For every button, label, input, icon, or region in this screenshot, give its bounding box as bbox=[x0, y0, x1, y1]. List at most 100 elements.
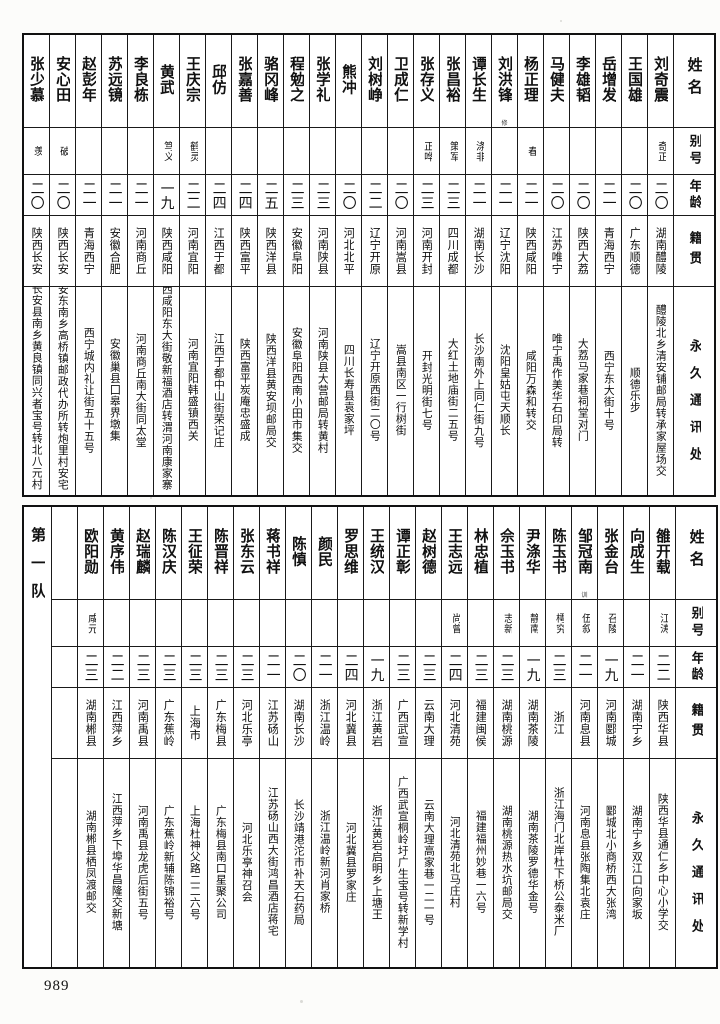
address-text: 长沙靖港沱市补天石药局 bbox=[292, 798, 305, 926]
cell-address: 江西萍乡下埠华昌隆交新塘 bbox=[103, 758, 130, 969]
native-text: 辽宁开原 bbox=[368, 227, 381, 275]
native-text: 广东顺德 bbox=[628, 227, 641, 275]
cell-native: 浙江 bbox=[545, 687, 572, 759]
name-text: 王征荣 bbox=[186, 527, 203, 575]
age-text: 二五 bbox=[263, 180, 278, 210]
cell-name: 颜民 bbox=[311, 505, 338, 600]
cell-alias bbox=[231, 127, 258, 175]
age-text: 二一 bbox=[81, 180, 96, 210]
address-text: 陕西长安东南乡高桥镇邮政代办所转炮里村安宅 bbox=[56, 287, 69, 490]
cell-alias: 尚曾 bbox=[441, 599, 468, 647]
age-text: 二三 bbox=[135, 652, 150, 682]
cell-age: 二〇 bbox=[22, 174, 50, 216]
cell-alias bbox=[103, 599, 130, 647]
cell-address: 陕西华县通仁乡中心小学交 bbox=[649, 758, 676, 969]
cell-native: 河北清苑 bbox=[441, 687, 468, 759]
cell-alias bbox=[621, 127, 648, 175]
native-text: 河南禹县 bbox=[136, 699, 149, 747]
cell-age: 二四 bbox=[205, 174, 232, 216]
blank-column bbox=[51, 758, 78, 969]
table-row-address: 永久通讯处 醴陵北乡清安铺邮局转承家屋场交 顺德乐步 西宁东大街十号 大荔马家巷祠堂对门… bbox=[22, 286, 716, 497]
column-header-label: 姓名 bbox=[688, 529, 704, 573]
name-annotation: 训 bbox=[581, 592, 588, 599]
cell-native: 陕西洋县 bbox=[257, 215, 284, 287]
cell-alias bbox=[127, 127, 154, 175]
unit-label-cell: 炮兵第一队 bbox=[22, 505, 52, 969]
address-text: 湖南宁乡双江口向家坂 bbox=[630, 804, 643, 920]
native-text: 江苏砀山 bbox=[266, 699, 279, 747]
table-row-alias: 别号 奇正 春 涤非 策军 正哗 鹤灵 笃义 破 羡 bbox=[22, 127, 716, 175]
name-text: 谭正彰 bbox=[394, 527, 411, 575]
blank-column bbox=[51, 687, 78, 759]
cell-name: 张金台 bbox=[597, 505, 624, 600]
address-text: 河北冀县罗家庄 bbox=[344, 821, 357, 903]
paper-speck bbox=[560, 20, 562, 22]
cell-name: 卫成仁 bbox=[387, 33, 414, 128]
age-text: 二一 bbox=[497, 180, 512, 210]
cell-age: 二二 bbox=[179, 174, 206, 216]
address-text: 西宁东大街十号 bbox=[602, 349, 615, 431]
name-text: 黄武 bbox=[158, 63, 175, 95]
address-text: 安徽巢县囗皋界墩集 bbox=[108, 338, 121, 442]
cell-alias bbox=[283, 127, 310, 175]
cell-native: 湖南长沙 bbox=[285, 687, 312, 759]
age-text: 二三 bbox=[83, 652, 98, 682]
blank-column bbox=[51, 599, 78, 647]
age-text: 二一 bbox=[471, 180, 486, 210]
cell-native: 湖南宁乡 bbox=[623, 687, 650, 759]
cell-age: 二〇 bbox=[647, 174, 674, 216]
native-text: 浙江黄岩 bbox=[370, 699, 383, 747]
table-row-native: 籍贯 陕西华县 湖南宁乡 河南郾城 河南息县 浙江 湖南茶陵 湖南桃源 福建闽侯 河北清苑 云南大理… bbox=[23, 687, 718, 759]
cell-name: 黄武 bbox=[153, 33, 180, 128]
cell-age: 二一 bbox=[623, 646, 650, 688]
address-text: 浙江温岭新河肖家桥 bbox=[318, 810, 331, 914]
cell-alias: 伍叙 bbox=[571, 599, 598, 647]
cell-alias bbox=[623, 599, 650, 647]
cell-alias bbox=[337, 599, 364, 647]
cell-native: 河北乐亭 bbox=[233, 687, 260, 759]
alias-text: 策军 bbox=[447, 140, 458, 162]
cell-alias: 涤非 bbox=[465, 127, 492, 175]
cell-name: 王志远 bbox=[441, 505, 468, 600]
cell-address: 湖南桃源热水坑邮局交 bbox=[493, 758, 520, 969]
cell-age: 二一 bbox=[595, 174, 622, 216]
age-text: 二三 bbox=[419, 180, 434, 210]
cell-age: 二一 bbox=[75, 174, 102, 216]
cell-native: 上海市 bbox=[181, 687, 208, 759]
cell-address: 河南陕县大营邮局转黄村 bbox=[309, 286, 336, 497]
cell-address: 沈阳皇姑屯天顺长 bbox=[491, 286, 518, 497]
cell-name: 杨正理 bbox=[517, 33, 544, 128]
name-text: 张学礼 bbox=[314, 55, 331, 103]
age-text: 二〇 bbox=[393, 180, 408, 210]
age-text: 二三 bbox=[187, 652, 202, 682]
native-text: 安徽合肥 bbox=[108, 227, 121, 275]
address-text: 安徽阜阳西南小田市集交 bbox=[290, 326, 303, 454]
age-text: 二四 bbox=[211, 180, 226, 210]
native-text: 河北清苑 bbox=[448, 699, 461, 747]
cell-address: 西宁东大街十号 bbox=[595, 286, 622, 497]
cell-age: 二一 bbox=[259, 646, 286, 688]
age-text: 二一 bbox=[133, 180, 148, 210]
cell-alias bbox=[259, 599, 286, 647]
cell-address: 郾城北小商桥西大张湾 bbox=[597, 758, 624, 969]
cell-address: 河南息县张陶集北袁庄 bbox=[571, 758, 598, 969]
address-text: 咸阳万森和转交 bbox=[524, 349, 537, 431]
address-text: 长沙南外上同仁街九号 bbox=[472, 332, 485, 448]
name-text: 罗思维 bbox=[342, 527, 359, 575]
age-text: 二〇 bbox=[549, 180, 564, 210]
age-text: 一九 bbox=[603, 652, 618, 682]
alias-text: 召陵 bbox=[605, 612, 616, 634]
cell-address: 安徽巢县囗皋界墩集 bbox=[101, 286, 128, 497]
name-text: 程勉之 bbox=[288, 55, 305, 103]
cell-address: 西宁城内礼让街五十五号 bbox=[75, 286, 102, 497]
cell-name: 王征荣 bbox=[181, 505, 208, 600]
cell-native: 江苏砀山 bbox=[259, 687, 286, 759]
cell-name: 谭长生 bbox=[465, 33, 492, 128]
name-text: 李雄韬 bbox=[574, 55, 591, 103]
cell-native: 湖南郴县 bbox=[77, 687, 104, 759]
name-text: 张金台 bbox=[602, 527, 619, 575]
name-text: 骆冈峰 bbox=[262, 55, 279, 103]
cell-address: 醴陵北乡清安铺邮局转承家屋场交 bbox=[647, 286, 674, 497]
column-header-name: 姓名 bbox=[673, 33, 716, 128]
native-text: 云南大理 bbox=[422, 699, 435, 747]
